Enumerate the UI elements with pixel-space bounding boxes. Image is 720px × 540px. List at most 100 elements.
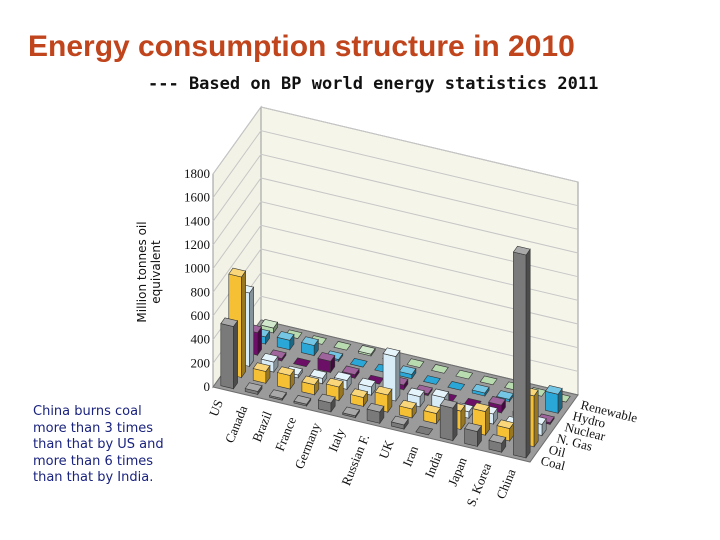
category-label: Brazil: [249, 409, 275, 444]
category-label: Iran: [399, 443, 421, 468]
bar-top-face: [544, 385, 563, 395]
bar-flat: [349, 357, 368, 368]
bar-top-face: [512, 245, 531, 256]
category-label: Canada: [222, 403, 251, 445]
y-tick-label: 1200: [184, 237, 210, 252]
category-label: UK: [376, 437, 397, 461]
y-tick-label: 1800: [184, 166, 210, 181]
bar-top-face: [488, 396, 507, 406]
bar-top-face: [268, 389, 287, 399]
bar-top-face: [357, 345, 376, 355]
bar-side-face: [233, 319, 238, 390]
bar-front-face: [513, 251, 527, 459]
bar-front-face: [220, 323, 234, 390]
bar-top-face: [260, 318, 279, 329]
bar-flat: [415, 425, 434, 436]
y-axis-label: Million tonnes oilequivalent: [135, 221, 163, 322]
category-label: US: [206, 397, 226, 418]
bar-top-face: [471, 383, 490, 394]
bar-top-face: [293, 395, 312, 405]
gridline: [212, 201, 579, 278]
category-label: Japan: [445, 455, 470, 489]
bar-flat: [447, 381, 466, 391]
gridline: [212, 177, 579, 254]
note-line: China burns coal: [33, 404, 142, 419]
bar-flat: [292, 357, 311, 368]
bar-side-face: [241, 270, 246, 379]
bar-top-face: [317, 393, 336, 404]
category-label: Italy: [325, 426, 348, 454]
gridline: [212, 153, 579, 230]
bar: [398, 399, 417, 419]
bar-top-face: [300, 336, 319, 346]
y-tick-label: 200: [191, 355, 211, 370]
bar-flat: [479, 375, 498, 386]
bar-top-face: [309, 369, 328, 379]
bar-side-face: [249, 286, 254, 368]
y-tick-label: 1600: [184, 190, 210, 205]
bar-top-face: [260, 352, 279, 363]
bar-top-face: [317, 352, 336, 362]
y-axis-label-line: Million tonnes oil: [135, 221, 149, 322]
bar: [317, 352, 336, 374]
bar: [471, 383, 490, 397]
bar-top-face: [488, 434, 507, 444]
category-label: France: [272, 414, 299, 453]
bar-top-face: [342, 406, 361, 417]
bar: [366, 402, 385, 425]
bar-side-face: [533, 389, 539, 448]
bar-flat: [406, 358, 425, 368]
bar: [300, 336, 319, 357]
bar-top-face: [431, 388, 450, 399]
bar: [350, 388, 369, 408]
bar-side-face: [395, 349, 401, 402]
bar-top-face: [276, 331, 295, 341]
bar: [342, 406, 361, 419]
bar-top-face: [390, 415, 409, 426]
note-line: than that by US and: [33, 437, 164, 452]
bar-top-face: [325, 377, 344, 388]
y-tick-label: 0: [204, 379, 211, 394]
bar-top-face: [366, 402, 385, 413]
bar-flat: [422, 375, 441, 385]
bar: [268, 389, 287, 402]
y-tick-label: 800: [191, 284, 211, 299]
note-line: more than 3 times: [33, 420, 154, 436]
bar-front-face: [545, 390, 559, 414]
gridline: [212, 224, 579, 301]
bar-top-face: [374, 385, 393, 396]
series-label: Oil: [547, 442, 567, 461]
bar-top-face: [228, 267, 247, 278]
bar: [406, 358, 425, 368]
bar-front-face: [439, 404, 454, 441]
bar-top-face: [398, 399, 417, 410]
bar: [276, 366, 295, 391]
bar: [423, 404, 442, 425]
bar-flat: [455, 369, 474, 380]
bar-top-face: [333, 371, 352, 381]
y-tick-label: 1400: [184, 213, 210, 228]
bar-top-face: [276, 366, 295, 376]
bar: [276, 331, 295, 351]
category-label: Germany: [291, 420, 323, 471]
bar-top-face: [301, 375, 320, 386]
bar-top-face: [220, 317, 239, 327]
bar: [349, 357, 368, 368]
bar: [260, 318, 279, 334]
bar: [293, 395, 312, 407]
bar: [317, 393, 336, 413]
chart-title: Energy consumption structure in 2010: [28, 30, 575, 63]
chart-subtitle: --- Based on BP world energy statistics …: [148, 74, 599, 94]
note-line: than that by India.: [33, 470, 154, 485]
bar: [455, 369, 474, 380]
bar: [333, 341, 352, 351]
annotation-note: China burns coal more than 3 times than …: [33, 404, 203, 487]
bar: [292, 357, 311, 368]
bar-top-face: [358, 377, 377, 388]
note-line: more than 6 times: [33, 453, 154, 469]
bar-top-face: [472, 402, 491, 412]
series-label: Coal: [539, 453, 567, 474]
bar: [464, 422, 483, 448]
bar-top-face: [341, 365, 360, 376]
